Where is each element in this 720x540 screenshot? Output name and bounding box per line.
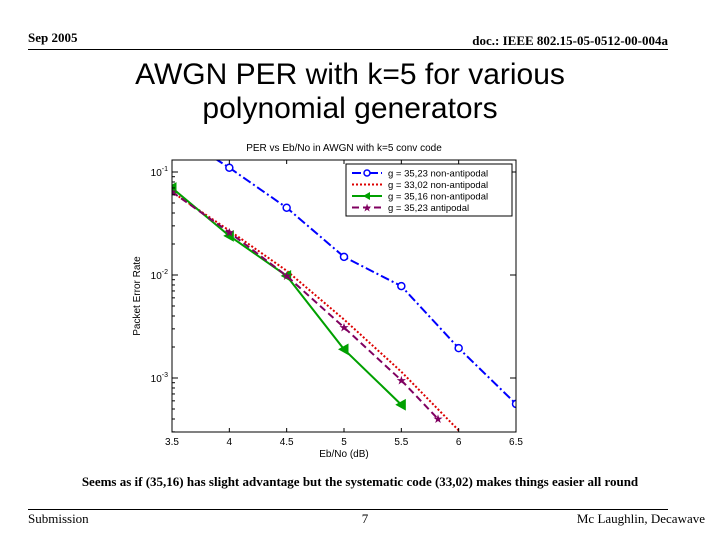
- chart-title: PER vs Eb/No in AWGN with k=5 conv code: [246, 143, 442, 154]
- series-1-point-2: [225, 163, 234, 172]
- slide-caption: Seems as if (35,16) has slight advantage…: [81, 474, 639, 489]
- x-tick-label-3: 4.5: [280, 437, 294, 448]
- x-axis-label: Eb/No (dB): [319, 449, 368, 460]
- series-4-point-2: ★: [224, 225, 235, 239]
- slide-title: AWGN PER with k=5 for various polynomial…: [110, 58, 590, 126]
- legend-marker-3: [363, 192, 370, 200]
- legend-label-4: g = 35,23 antipodal: [388, 203, 469, 214]
- series-1-point-5: [397, 281, 406, 291]
- footer-submission: Submission: [28, 511, 89, 526]
- x-tick-label-5: 5.5: [394, 437, 408, 448]
- series-1-point-4: [339, 252, 349, 262]
- slide-title-line-1: AWGN PER with k=5 for various: [135, 58, 565, 91]
- y-tick-label-2: 10-2: [151, 269, 168, 282]
- series-1-point-7: [511, 399, 516, 409]
- legend-marker-4: ★: [362, 202, 372, 215]
- y-tick-label-3: 10-3: [151, 372, 168, 385]
- series-line-2: [172, 191, 460, 432]
- legend-label-3: g = 35,16 non-antipodal: [388, 192, 488, 203]
- x-tick-label-1: 3.5: [165, 437, 179, 448]
- series-1-point-3: [282, 203, 291, 212]
- x-tick-label-2: 4: [227, 437, 233, 448]
- series-group: ★ ★ ★ ★ ★ ★: [167, 160, 516, 432]
- footer-page-number: 7: [361, 511, 369, 526]
- legend-marker-1: [363, 169, 371, 177]
- legend-label-1: g = 35,23 non-antipodal: [388, 169, 488, 180]
- series-1-point-6: [454, 343, 463, 353]
- series-3-point-5: [395, 398, 406, 411]
- slide-title-line-2: polynomial generators: [202, 92, 498, 125]
- y-tick-label-1: 10-1: [151, 166, 168, 179]
- series-3-point-4: [337, 343, 349, 356]
- series-4-point-4: ★: [339, 320, 350, 334]
- y-axis-label: Packet Error Rate: [132, 256, 143, 336]
- series-4-point-1: ★: [167, 185, 178, 199]
- legend-label-2: g = 33,02 non-antipodal: [388, 180, 488, 191]
- series-4-point-5: ★: [396, 373, 407, 387]
- x-tick-label-4: 5: [341, 437, 347, 448]
- x-tick-label-7: 6.5: [509, 437, 523, 448]
- x-tick-label-6: 6: [456, 437, 462, 448]
- series-line-4: [172, 191, 439, 420]
- footer-rule: [28, 509, 668, 510]
- footer-author: Mc Laughlin, Decawave: [576, 511, 705, 526]
- header-doc-id: doc.: IEEE 802.15-05-0512-00-004a: [472, 33, 668, 48]
- series-4-point-6: ★: [433, 412, 444, 426]
- series-4-point-3: ★: [281, 269, 292, 283]
- header-date: Sep 2005: [28, 30, 78, 45]
- header-rule: [28, 49, 668, 50]
